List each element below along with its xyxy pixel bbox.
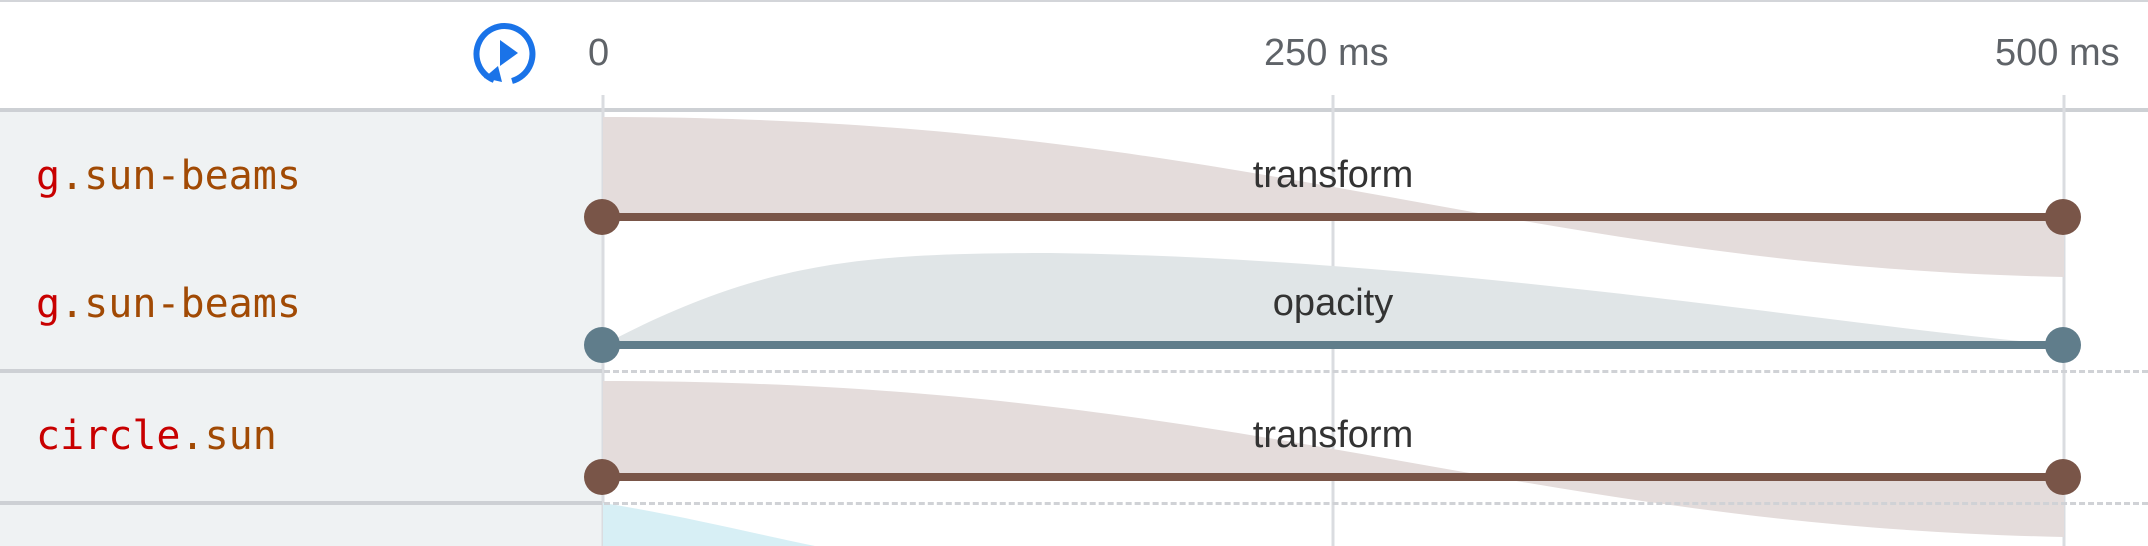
replay-button[interactable] bbox=[472, 20, 540, 88]
row-divider-dashed bbox=[604, 370, 2148, 373]
keyframe-end-handle[interactable] bbox=[2045, 459, 2081, 495]
property-label: transform bbox=[1252, 414, 1414, 456]
target-class: .sun bbox=[180, 413, 277, 459]
keyframe-start-handle[interactable] bbox=[584, 199, 620, 235]
time-tick-label: 0 bbox=[588, 32, 610, 74]
target-class: .sun-beams bbox=[60, 153, 301, 199]
transform-easing-curve bbox=[603, 381, 2064, 537]
animation-target-label[interactable]: circle.sun bbox=[36, 413, 277, 459]
property-label: opacity bbox=[1272, 282, 1394, 324]
animation-target-column bbox=[0, 112, 602, 546]
transform-easing-curve bbox=[603, 117, 2064, 277]
row-divider-dashed bbox=[604, 502, 2148, 505]
partial-animation-curve bbox=[603, 503, 815, 546]
animation-target-label[interactable]: g.sun-beams bbox=[36, 153, 301, 199]
target-class: .sun-beams bbox=[60, 281, 301, 327]
time-tick-label: 250 ms bbox=[1264, 32, 1389, 74]
animation-target-label[interactable]: g.sun-beams bbox=[36, 281, 301, 327]
target-tag: g bbox=[36, 153, 61, 199]
row-divider bbox=[0, 501, 602, 505]
keyframe-end-handle[interactable] bbox=[2045, 327, 2081, 363]
target-tag: circle bbox=[36, 413, 181, 459]
timeline-header bbox=[0, 2, 2148, 108]
header-divider bbox=[0, 108, 2148, 112]
property-label: transform bbox=[1252, 154, 1414, 196]
row-divider bbox=[0, 369, 602, 373]
opacity-easing-curve bbox=[603, 253, 2064, 345]
top-border bbox=[0, 0, 2148, 2]
keyframe-end-handle[interactable] bbox=[2045, 199, 2081, 235]
time-tick-label: 500 ms bbox=[1995, 32, 2120, 74]
keyframe-start-handle[interactable] bbox=[584, 459, 620, 495]
keyframe-start-handle[interactable] bbox=[584, 327, 620, 363]
target-tag: g bbox=[36, 281, 61, 327]
replay-icon bbox=[473, 23, 536, 84]
